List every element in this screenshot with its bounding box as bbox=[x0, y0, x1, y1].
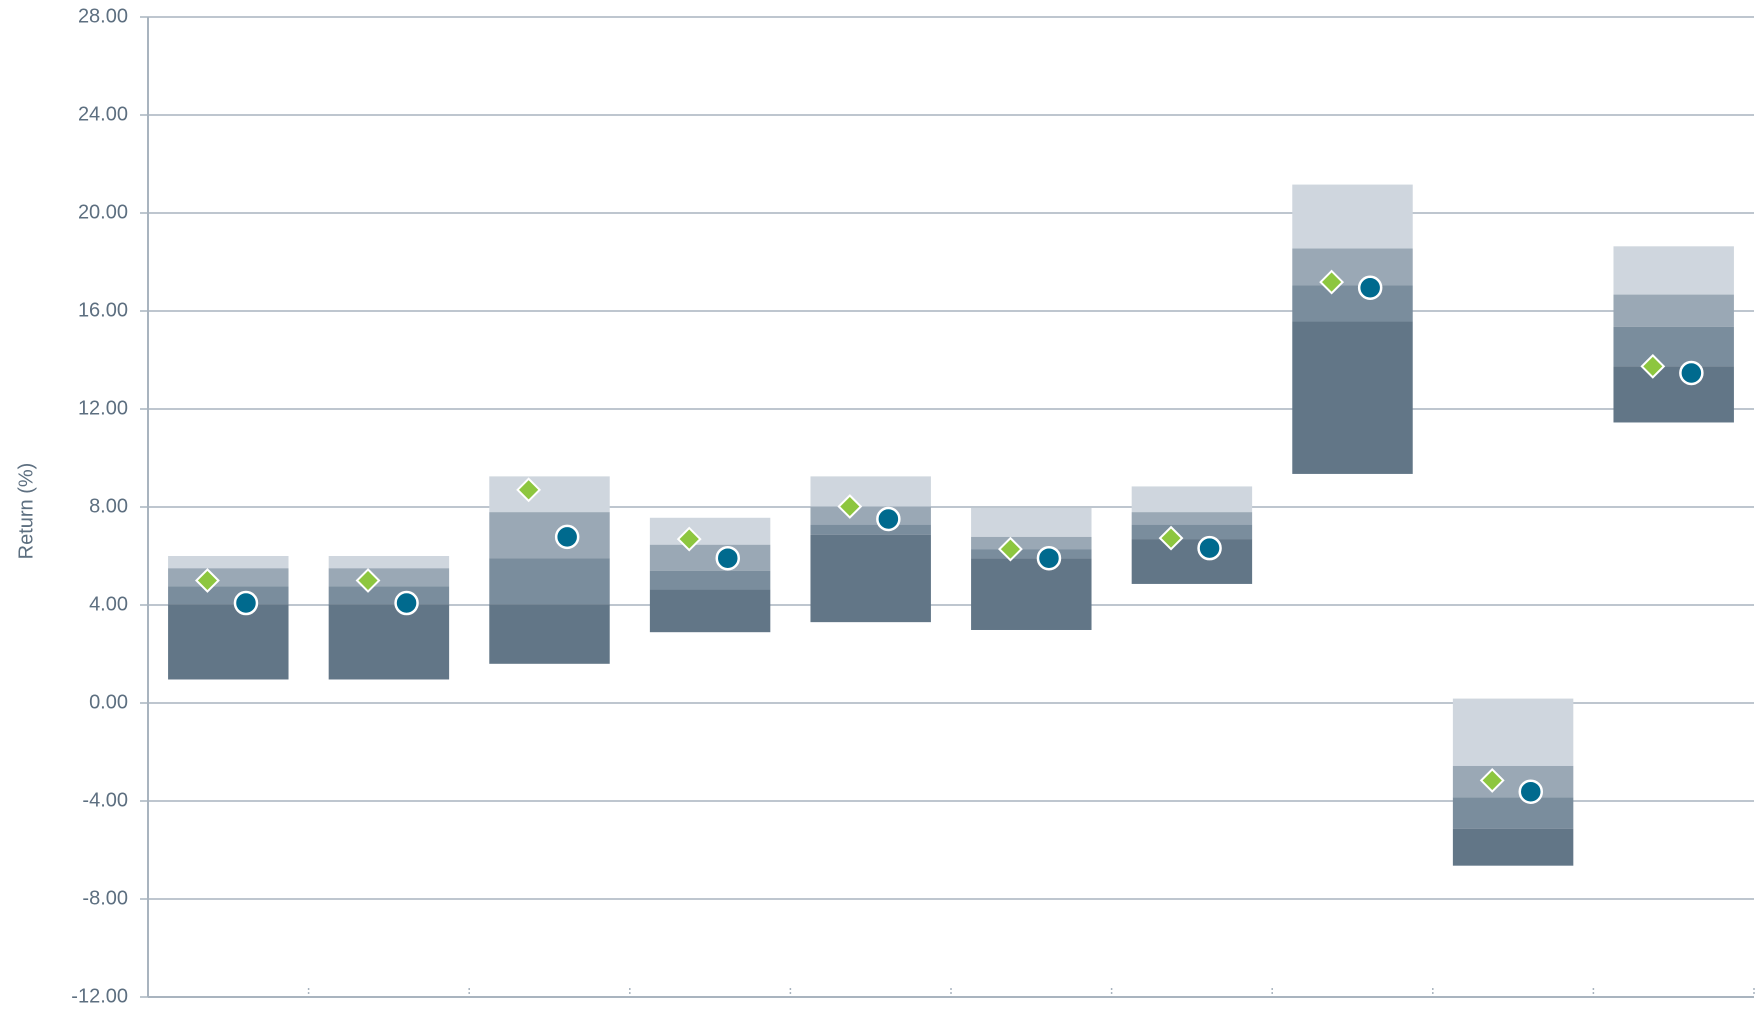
band-segment bbox=[489, 604, 610, 664]
band-segment bbox=[1613, 294, 1734, 327]
band-segment bbox=[489, 558, 610, 605]
band-segment bbox=[489, 512, 610, 559]
diamond-marker bbox=[837, 494, 863, 519]
circle-marker bbox=[1036, 545, 1062, 571]
circle-marker bbox=[1357, 275, 1383, 300]
diamond-marker bbox=[516, 477, 542, 503]
y-tick-label: -4.00 bbox=[82, 789, 128, 811]
y-tick-label: 8.00 bbox=[89, 495, 128, 517]
circle-marker bbox=[876, 506, 901, 532]
circle-marker bbox=[1518, 779, 1544, 804]
band-segment bbox=[489, 476, 610, 513]
diamond-marker bbox=[1319, 269, 1345, 295]
band-segment bbox=[971, 536, 1092, 550]
y-tick-label: 24.00 bbox=[78, 103, 128, 125]
band-segment bbox=[971, 558, 1092, 630]
band-segment bbox=[1131, 486, 1253, 513]
diamond-marker bbox=[998, 536, 1023, 562]
band-segment bbox=[168, 604, 289, 680]
circle-marker bbox=[233, 590, 259, 616]
y-tick-label: 20.00 bbox=[78, 201, 128, 223]
band-segment bbox=[810, 534, 931, 623]
band-segment bbox=[1131, 524, 1253, 540]
y-tick-label: -8.00 bbox=[82, 887, 128, 909]
band-segment bbox=[1452, 698, 1574, 766]
circle-marker bbox=[1197, 535, 1222, 561]
band-segment bbox=[649, 570, 771, 590]
circle-marker bbox=[715, 545, 741, 571]
band-segment bbox=[328, 556, 450, 569]
y-tick-label: 0.00 bbox=[89, 691, 128, 713]
band-segment bbox=[1292, 321, 1413, 474]
y-tick-label: 28.00 bbox=[78, 5, 128, 27]
band-segment bbox=[810, 476, 931, 507]
band-segment bbox=[810, 524, 931, 535]
diamond-marker bbox=[1479, 768, 1505, 793]
diamond-marker bbox=[676, 526, 702, 552]
band-segment bbox=[649, 589, 771, 633]
band-segment bbox=[649, 517, 771, 545]
diamond-marker bbox=[195, 568, 220, 593]
band-segment bbox=[1131, 512, 1253, 525]
diamond-marker bbox=[355, 568, 381, 593]
diamond-marker bbox=[1158, 525, 1184, 551]
diamond-marker bbox=[1640, 353, 1666, 379]
band-segment bbox=[168, 556, 289, 569]
band-segment bbox=[168, 586, 289, 605]
band-segment bbox=[1292, 285, 1413, 322]
y-axis-title: Return (%) bbox=[15, 463, 37, 560]
band-segment bbox=[649, 544, 771, 571]
band-segment bbox=[971, 549, 1092, 559]
y-tick-label: 12.00 bbox=[78, 397, 128, 419]
circle-marker bbox=[554, 524, 580, 550]
band-segment bbox=[1452, 828, 1574, 866]
band-segment bbox=[1292, 248, 1413, 286]
band-segment bbox=[1292, 184, 1413, 249]
circle-marker bbox=[1679, 360, 1704, 386]
band-segment bbox=[328, 568, 450, 587]
circle-marker bbox=[394, 590, 419, 616]
band-segment bbox=[1452, 797, 1574, 829]
band-segment bbox=[1131, 539, 1253, 584]
y-tick-label: -12.00 bbox=[71, 985, 128, 1007]
band-segment bbox=[328, 604, 450, 680]
band-segment bbox=[1613, 366, 1734, 423]
y-tick-label: 4.00 bbox=[89, 593, 128, 615]
band-segment bbox=[328, 586, 450, 605]
y-tick-label: 16.00 bbox=[78, 299, 128, 321]
band-segment bbox=[1613, 326, 1734, 367]
band-segment bbox=[168, 568, 289, 587]
band-segment bbox=[810, 506, 931, 525]
band-segment bbox=[1452, 765, 1574, 798]
band-segment bbox=[1613, 246, 1734, 295]
band-segment bbox=[971, 507, 1092, 537]
